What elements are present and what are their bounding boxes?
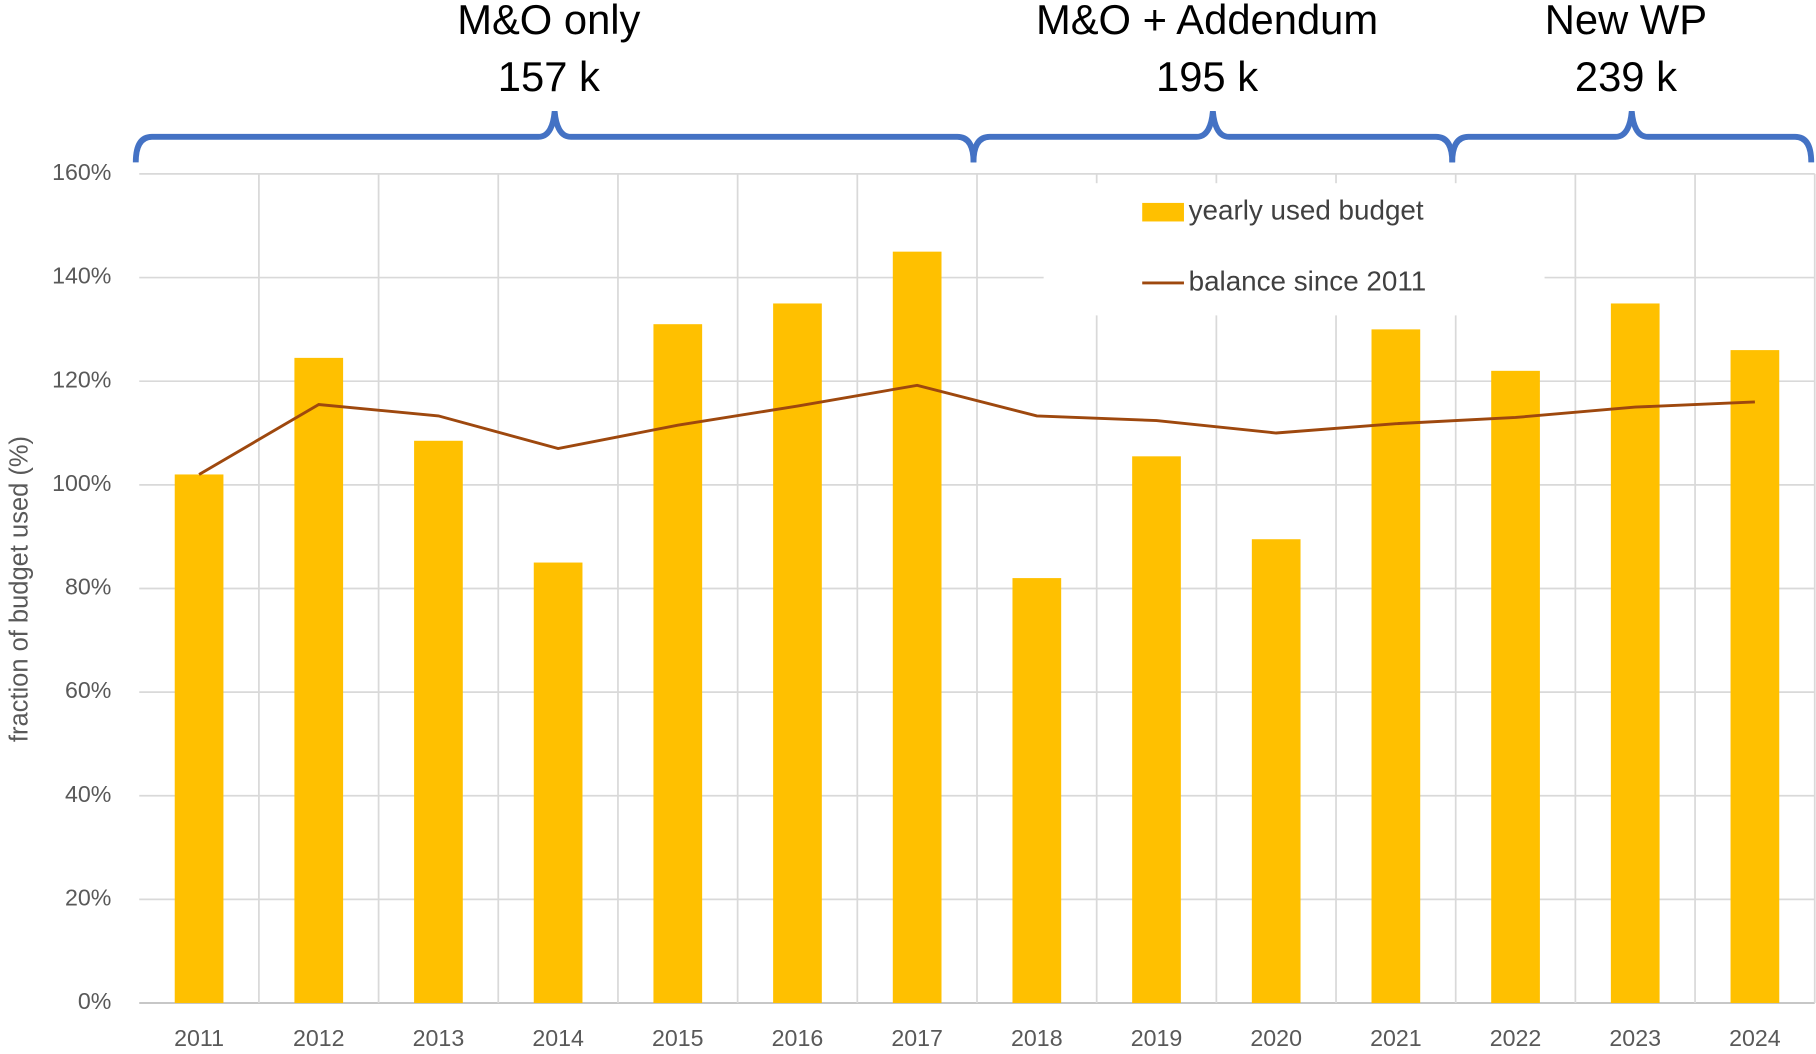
bar: [1251, 539, 1301, 1003]
y-tick-label: 60%: [65, 677, 111, 703]
y-axis-label: fraction of budget used (%): [6, 436, 34, 742]
bar: [653, 324, 703, 1003]
bar: [773, 303, 822, 1003]
group-bracket: [1449, 110, 1815, 163]
bar: [1610, 303, 1660, 1003]
legend-label: yearly used budget: [1189, 195, 1424, 226]
bar: [892, 251, 942, 1003]
x-tick-label: 2017: [891, 1025, 943, 1051]
group-budget: 157 k: [498, 53, 600, 100]
x-tick-label: 2015: [652, 1025, 704, 1051]
x-tick-label: 2011: [174, 1025, 224, 1051]
x-tick-label: 2019: [1131, 1025, 1183, 1051]
x-tick-label: 2016: [772, 1025, 824, 1051]
bar: [533, 562, 583, 1003]
bar: [414, 440, 463, 1003]
legend-swatch: [1142, 202, 1184, 222]
y-tick-label: 100%: [52, 470, 111, 496]
x-tick-label: 2022: [1490, 1025, 1542, 1051]
group-budget: 195 k: [1156, 53, 1258, 100]
x-tick-label: 2013: [413, 1025, 465, 1051]
y-tick-label: 80%: [65, 574, 111, 600]
legend-label: balance since 2011: [1189, 265, 1427, 296]
y-tick-label: 0%: [78, 988, 112, 1014]
bar: [1730, 350, 1780, 1003]
group-label: New WP: [1545, 0, 1707, 43]
x-tick-label: 2024: [1729, 1025, 1781, 1051]
y-tick-label: 160%: [52, 159, 111, 185]
x-tick-label: 2020: [1250, 1025, 1302, 1051]
group-budget: 239 k: [1575, 53, 1677, 100]
x-tick-label: 2014: [532, 1025, 584, 1051]
bar: [1132, 456, 1181, 1003]
group-bracket: [132, 110, 977, 163]
group-label: M&O + Addendum: [1036, 0, 1378, 43]
x-tick-label: 2021: [1370, 1025, 1422, 1051]
bar: [174, 474, 224, 1003]
group-bracket: [970, 110, 1456, 163]
y-tick-label: 120%: [52, 366, 111, 392]
group-label: M&O only: [457, 0, 640, 43]
x-tick-label: 2018: [1011, 1025, 1063, 1051]
bar: [1491, 370, 1540, 1003]
bar: [1012, 578, 1062, 1003]
y-tick-label: 20%: [65, 884, 111, 910]
x-tick-label: 2023: [1609, 1025, 1661, 1051]
bar: [294, 357, 344, 1003]
y-tick-label: 40%: [65, 781, 111, 807]
bar: [1371, 329, 1421, 1003]
legend-box: [1043, 183, 1545, 316]
line: [198, 383, 1755, 476]
x-tick-label: 2012: [293, 1025, 345, 1051]
y-tick-label: 140%: [52, 263, 111, 289]
